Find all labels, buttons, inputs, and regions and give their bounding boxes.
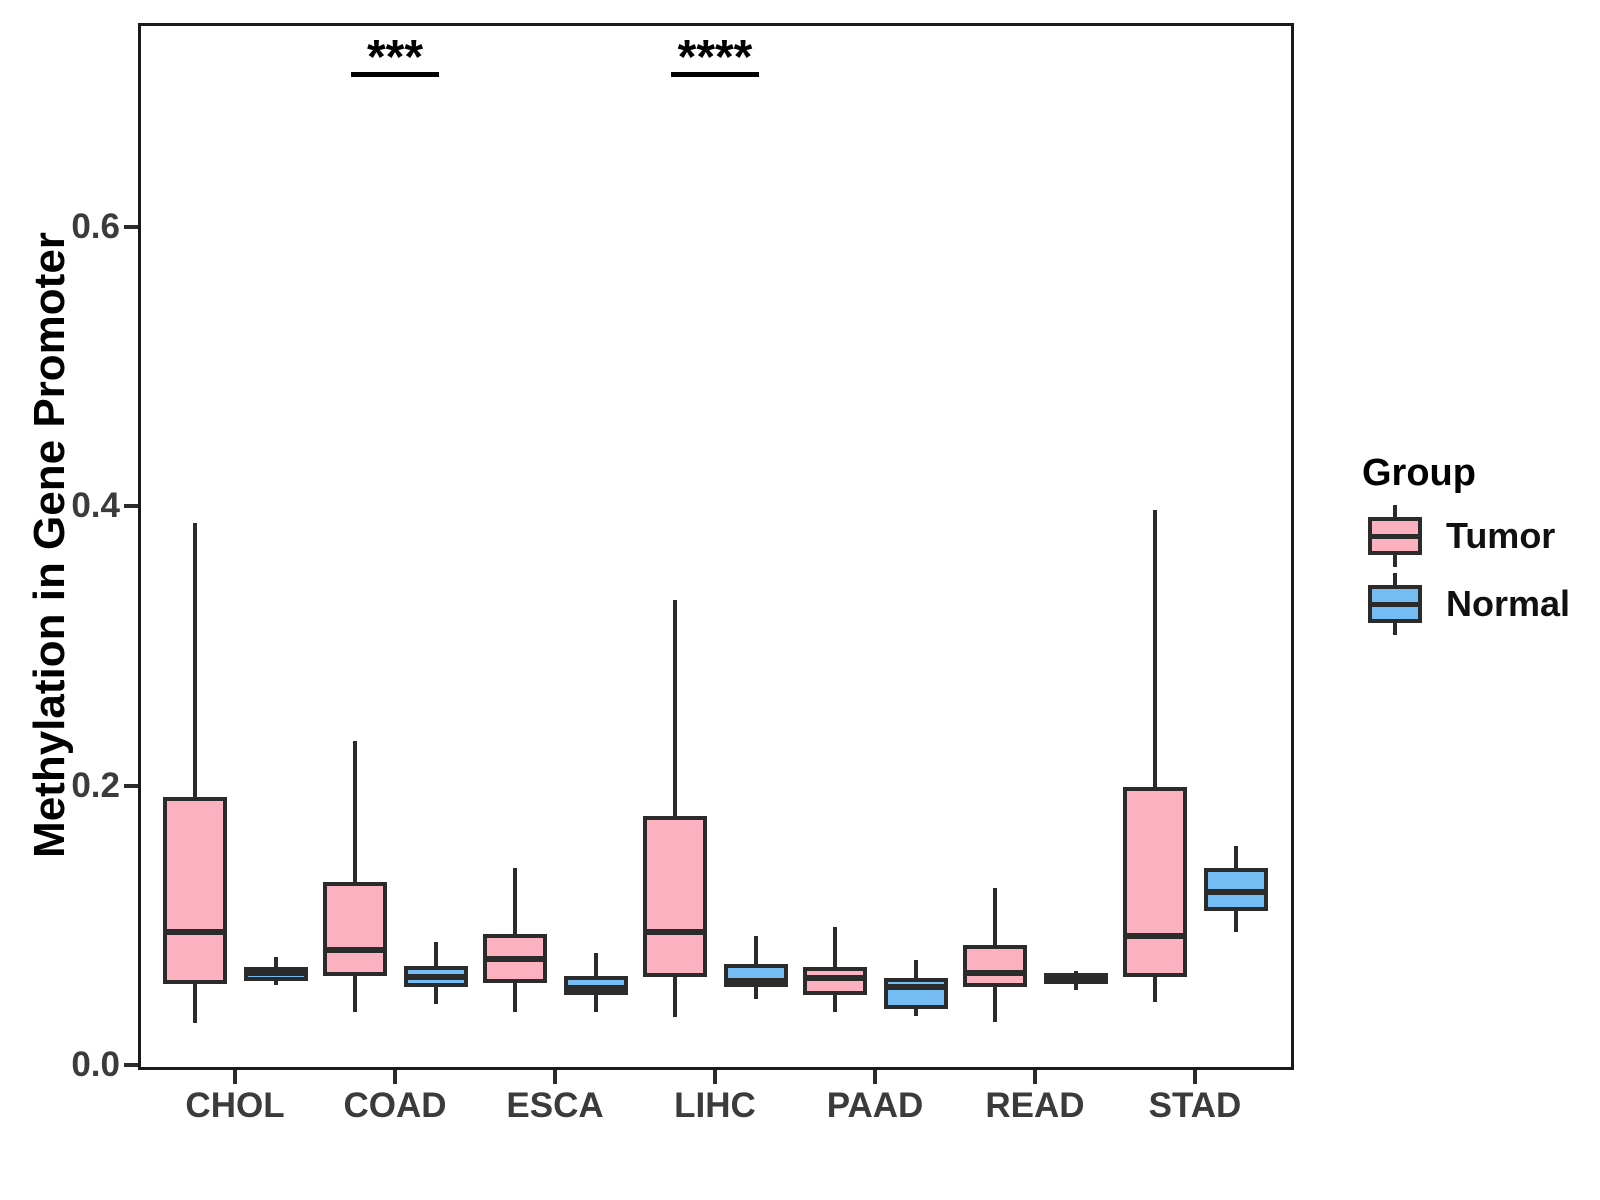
legend-item-normal: Normal: [1330, 572, 1596, 636]
x-tick-label: READ: [985, 1086, 1085, 1125]
boxplot-glyph-icon: [1368, 505, 1422, 567]
median-line-normal-LIHC: [723, 978, 788, 985]
legend: Group Tumor Normal: [1330, 440, 1596, 660]
x-tick-label: STAD: [1148, 1086, 1242, 1125]
glyph-median: [1368, 534, 1422, 539]
x-tick-mark: [1033, 1070, 1037, 1084]
median-line-tumor-ESCA: [482, 955, 547, 962]
significance-bar-COAD: [351, 72, 439, 77]
significance-bar-LIHC: [671, 72, 759, 77]
y-tick-mark: [124, 504, 138, 509]
glyph-upper-whisker: [1393, 573, 1397, 585]
legend-label-tumor: Tumor: [1446, 515, 1556, 556]
box-tumor-STAD: [1122, 786, 1187, 977]
median-line-tumor-COAD: [322, 947, 387, 954]
legend-item-tumor: Tumor: [1330, 504, 1596, 568]
plot-panel: [138, 23, 1294, 1070]
x-tick-label: CHOL: [185, 1086, 285, 1125]
boxplot-glyph-icon: [1368, 573, 1422, 635]
box-tumor-COAD: [322, 881, 387, 976]
legend-title: Group: [1362, 452, 1476, 494]
box-normal-PAAD: [883, 978, 948, 1010]
median-line-tumor-PAAD: [802, 975, 867, 982]
y-tick-mark: [124, 1063, 138, 1067]
y-axis-title: Methylation in Gene Promoter: [25, 232, 74, 858]
box-tumor-READ: [962, 944, 1027, 987]
box-tumor-CHOL: [162, 796, 227, 984]
median-line-normal-READ: [1043, 975, 1108, 982]
box-tumor-LIHC: [642, 816, 707, 977]
median-line-tumor-CHOL: [162, 929, 227, 936]
x-tick-label: COAD: [343, 1086, 447, 1125]
median-line-tumor-STAD: [1122, 933, 1187, 940]
x-tick-label: ESCA: [506, 1086, 604, 1125]
y-tick-mark: [124, 224, 138, 229]
whisker-line-tumor-COAD: [352, 740, 357, 1012]
x-tick-mark: [713, 1070, 717, 1084]
whisker-line-tumor-STAD: [1152, 510, 1157, 1003]
glyph-upper-whisker: [1393, 505, 1397, 517]
glyph-lower-whisker: [1393, 623, 1397, 635]
median-line-tumor-LIHC: [642, 929, 707, 936]
x-tick-mark: [1193, 1070, 1197, 1084]
median-line-normal-ESCA: [563, 985, 628, 992]
x-tick-label: LIHC: [674, 1086, 756, 1125]
glyph-lower-whisker: [1393, 555, 1397, 567]
whisker-line-tumor-CHOL: [192, 522, 197, 1024]
glyph-median: [1368, 602, 1422, 607]
y-tick-mark: [124, 783, 138, 788]
y-tick-label: 0.0: [71, 1045, 120, 1084]
median-line-normal-COAD: [403, 973, 468, 980]
x-tick-mark: [233, 1070, 237, 1084]
x-tick-mark: [873, 1070, 877, 1084]
whisker-line-tumor-LIHC: [672, 599, 677, 1018]
x-tick-mark: [553, 1070, 557, 1084]
y-tick-label: 0.2: [71, 765, 120, 805]
median-line-normal-STAD: [1203, 888, 1268, 895]
legend-label-normal: Normal: [1446, 583, 1571, 624]
y-tick-label: 0.6: [71, 206, 120, 246]
x-tick-mark: [393, 1070, 397, 1084]
median-line-tumor-READ: [962, 969, 1027, 976]
median-line-normal-CHOL: [243, 969, 308, 976]
y-tick-label: 0.4: [71, 486, 120, 526]
x-tick-label: PAAD: [826, 1086, 924, 1125]
median-line-normal-PAAD: [883, 983, 948, 990]
